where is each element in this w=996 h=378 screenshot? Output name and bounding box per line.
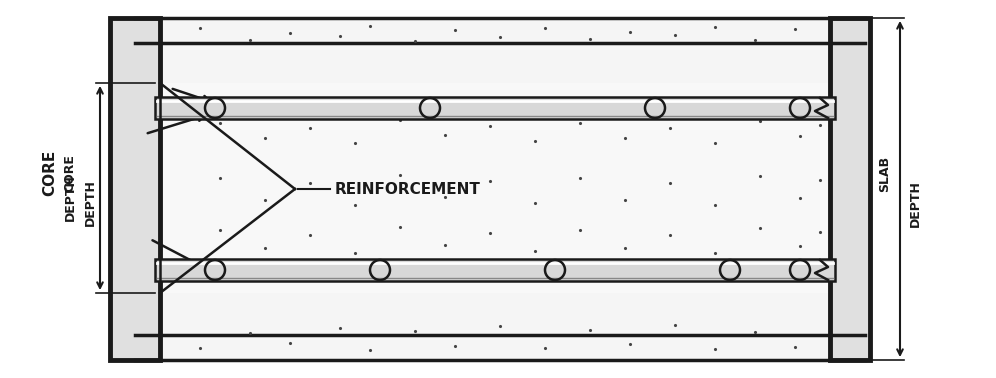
Text: REINFORCEMENT: REINFORCEMENT — [335, 181, 481, 197]
Bar — [110, 18, 160, 360]
Text: CORE: CORE — [43, 150, 58, 196]
Bar — [155, 97, 835, 119]
Bar — [155, 83, 840, 293]
Text: CORE: CORE — [64, 154, 77, 192]
Text: SLAB: SLAB — [878, 156, 891, 192]
Bar — [155, 259, 835, 281]
Text: DEPTH: DEPTH — [908, 181, 921, 228]
Bar — [830, 18, 870, 360]
Bar — [135, 18, 865, 360]
Text: DEPTH: DEPTH — [84, 180, 97, 226]
Text: DEPTH: DEPTH — [64, 175, 77, 222]
